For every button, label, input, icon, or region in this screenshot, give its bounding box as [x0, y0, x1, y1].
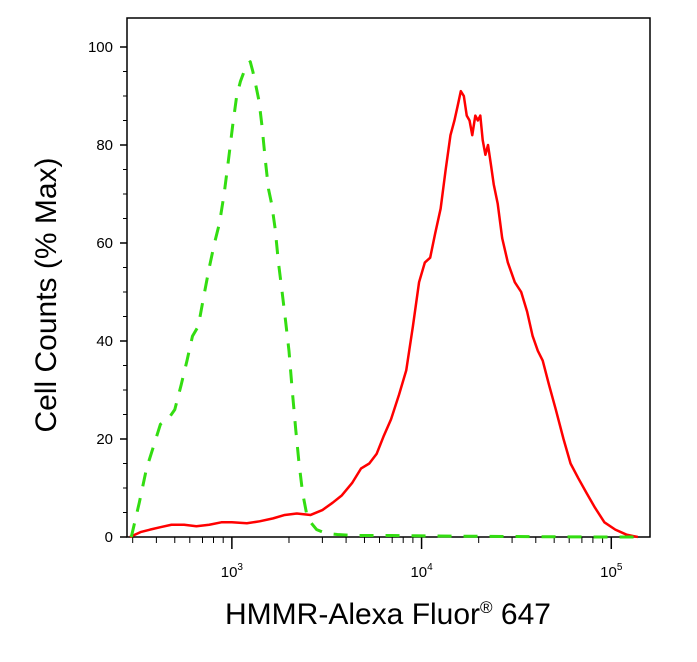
y-axis-ticks: 0 20 40 60 80 100 [88, 39, 127, 546]
y-axis-title: Cell Counts (% Max) [30, 157, 63, 432]
x-axis-ticks: 103 104 105 [221, 537, 623, 581]
x-tick-label: 104 [410, 562, 433, 581]
y-tick-label: 100 [88, 39, 113, 56]
y-tick-label: 60 [96, 235, 113, 252]
y-tick-label: 40 [96, 333, 113, 350]
plot-frame [126, 17, 651, 538]
x-axis-title-suffix: 647 [493, 598, 551, 631]
y-tick-label: 80 [96, 137, 113, 154]
x-tick-label: 103 [221, 562, 244, 581]
x-axis-title: HMMR-Alexa Fluor® 647 [225, 598, 551, 631]
series-line-1 [129, 89, 639, 539]
y-tick-label: 20 [96, 431, 113, 448]
x-axis-title-superscript: ® [480, 598, 493, 617]
x-minor-ticks [132, 537, 604, 543]
series-group [129, 60, 645, 539]
y-tick-label: 0 [105, 529, 113, 546]
series-line-2 [129, 60, 645, 539]
x-axis-title-text: HMMR-Alexa Fluor [225, 598, 480, 631]
x-tick-label: 105 [600, 562, 623, 581]
